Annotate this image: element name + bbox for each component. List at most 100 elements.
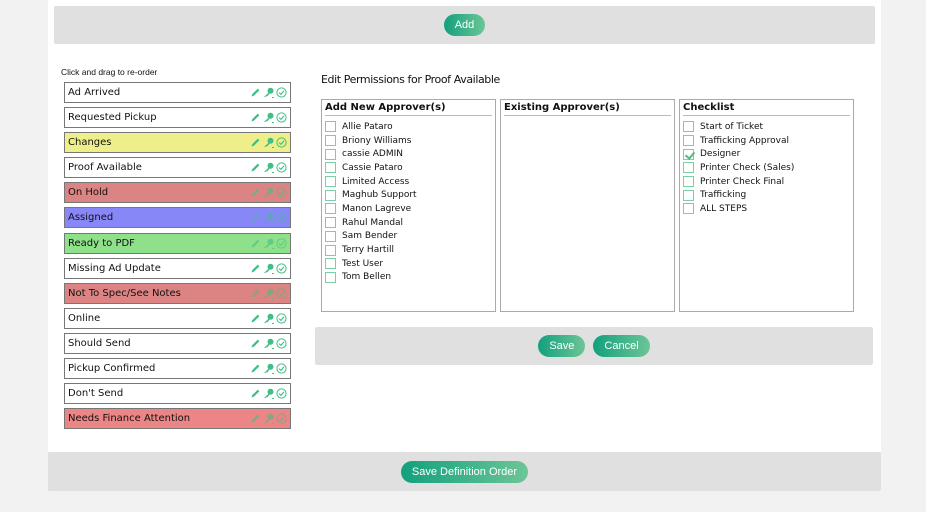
checkbox-option[interactable]: Rahul Mandal (325, 216, 492, 230)
key-icon[interactable] (262, 137, 275, 149)
key-icon[interactable] (262, 363, 275, 375)
checkbox-option[interactable]: Terry Hartill (325, 243, 492, 257)
key-icon[interactable] (262, 112, 275, 124)
status-label: Assigned (68, 212, 114, 224)
checkbox-option[interactable]: Limited Access (325, 175, 492, 189)
status-row[interactable]: Online (64, 307, 291, 329)
save-definition-order-button[interactable]: Save Definition Order (400, 460, 529, 483)
checkbox[interactable] (325, 148, 336, 160)
check-circle-icon[interactable] (276, 137, 287, 148)
pencil-icon[interactable] (250, 288, 261, 299)
status-row[interactable]: Missing Ad Update (64, 257, 291, 279)
pencil-icon[interactable] (250, 162, 261, 173)
key-icon[interactable] (262, 187, 275, 199)
key-icon[interactable] (262, 87, 275, 98)
pencil-icon[interactable] (250, 313, 261, 324)
check-circle-icon[interactable] (276, 263, 287, 274)
checkbox[interactable] (683, 135, 694, 147)
check-circle-icon[interactable] (276, 413, 287, 424)
checkbox[interactable] (325, 258, 336, 270)
checkbox[interactable] (325, 162, 336, 174)
status-row[interactable]: Changes (64, 132, 291, 154)
cancel-button[interactable]: Cancel (593, 335, 650, 357)
checkbox-option[interactable]: Printer Check (Sales) (683, 161, 850, 175)
status-label: Ad Arrived (68, 87, 121, 98)
checkbox-option[interactable]: Printer Check Final (683, 175, 850, 189)
pencil-icon[interactable] (250, 388, 261, 399)
status-row[interactable]: Requested Pickup (64, 107, 291, 129)
check-circle-icon[interactable] (276, 87, 287, 98)
pencil-icon[interactable] (250, 413, 261, 424)
key-icon[interactable] (262, 388, 275, 400)
status-row[interactable]: Pickup Confirmed (64, 358, 291, 380)
status-row[interactable]: Assigned (64, 207, 291, 229)
key-icon[interactable] (262, 263, 275, 274)
add-button[interactable]: Add (443, 14, 486, 36)
checkbox[interactable] (325, 244, 336, 256)
key-icon[interactable] (262, 238, 275, 249)
checkbox-option[interactable]: ALL STEPS (683, 202, 850, 216)
status-row[interactable]: Proof Available (64, 157, 291, 179)
check-circle-icon[interactable] (276, 112, 287, 123)
checkbox-option[interactable]: Start of Ticket (683, 120, 850, 134)
check-circle-icon[interactable] (276, 338, 287, 349)
checkbox-option[interactable]: Maghub Support (325, 188, 492, 202)
checkbox-checked[interactable] (683, 148, 694, 160)
checkbox[interactable] (683, 121, 694, 133)
key-icon[interactable] (262, 338, 275, 349)
pencil-icon[interactable] (250, 112, 261, 123)
pencil-icon[interactable] (250, 238, 261, 249)
check-circle-icon[interactable] (276, 288, 287, 299)
checkbox-option[interactable]: Test User (325, 257, 492, 271)
checkbox[interactable] (683, 176, 694, 188)
checkbox-option[interactable]: Manon Lagreve (325, 202, 492, 216)
check-circle-icon[interactable] (276, 363, 287, 374)
pencil-icon[interactable] (250, 187, 261, 198)
pencil-icon[interactable] (250, 363, 261, 374)
checkbox-option[interactable]: Trafficking (683, 188, 850, 202)
checkbox-option[interactable]: Designer (683, 147, 850, 161)
key-icon[interactable] (262, 162, 275, 174)
pencil-icon[interactable] (250, 212, 261, 223)
checkbox[interactable] (683, 162, 694, 174)
pencil-icon[interactable] (250, 137, 261, 148)
status-row[interactable]: Don't Send (64, 383, 291, 405)
status-row[interactable]: On Hold (64, 182, 291, 204)
checkbox-option[interactable]: Briony Williams (325, 134, 492, 148)
checkbox-option[interactable]: Tom Bellen (325, 271, 492, 285)
checkbox-option[interactable]: Allie Pataro (325, 120, 492, 134)
status-row[interactable]: Should Send (64, 332, 291, 354)
checkbox[interactable] (325, 217, 336, 229)
status-row[interactable]: Needs Finance Attention (64, 408, 291, 430)
checkbox[interactable] (325, 121, 336, 133)
key-icon[interactable] (262, 288, 275, 299)
pencil-icon[interactable] (250, 263, 261, 274)
checkbox[interactable] (325, 271, 336, 283)
status-row[interactable]: Ready to PDF (64, 232, 291, 254)
check-circle-icon[interactable] (276, 237, 287, 249)
save-button[interactable]: Save (538, 335, 586, 357)
checkbox[interactable] (683, 203, 694, 215)
checkbox[interactable] (325, 135, 336, 147)
checkbox[interactable] (683, 189, 694, 201)
checkbox[interactable] (325, 176, 336, 188)
key-icon[interactable] (262, 212, 275, 224)
pencil-icon[interactable] (250, 87, 261, 98)
key-icon[interactable] (262, 313, 275, 324)
checkbox[interactable] (325, 203, 336, 215)
checkbox-option[interactable]: Cassie Pataro (325, 161, 492, 175)
check-circle-icon[interactable] (276, 313, 287, 324)
checkbox-option[interactable]: Trafficking Approval (683, 134, 850, 148)
checkbox-option[interactable]: Sam Bender (325, 230, 492, 244)
check-circle-icon[interactable] (276, 162, 287, 173)
check-circle-icon[interactable] (276, 187, 287, 198)
checkbox[interactable] (325, 189, 336, 201)
check-circle-icon[interactable] (276, 212, 287, 224)
pencil-icon[interactable] (250, 338, 261, 349)
check-circle-icon[interactable] (276, 388, 287, 399)
key-icon[interactable] (262, 413, 275, 425)
checkbox-option[interactable]: cassie ADMIN (325, 147, 492, 161)
status-row[interactable]: Not To Spec/See Notes (64, 282, 291, 304)
status-row[interactable]: Ad Arrived (64, 82, 291, 103)
checkbox[interactable] (325, 230, 336, 242)
